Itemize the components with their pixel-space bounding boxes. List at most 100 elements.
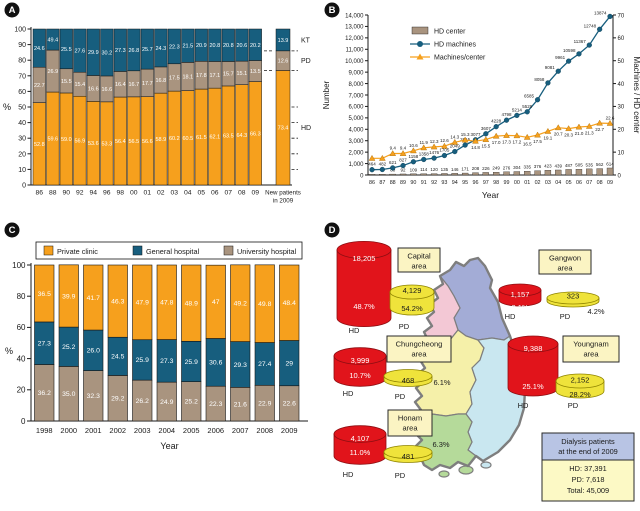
svg-text:17.5: 17.5 xyxy=(169,75,180,81)
svg-text:5,000: 5,000 xyxy=(348,116,364,122)
svg-text:PD: PD xyxy=(568,401,579,410)
svg-text:16.7: 16.7 xyxy=(128,82,139,88)
svg-text:26.8: 26.8 xyxy=(128,48,139,54)
svg-text:29.2: 29.2 xyxy=(111,396,124,403)
svg-text:University hospital: University hospital xyxy=(237,247,297,256)
svg-text:27.3: 27.3 xyxy=(38,341,51,348)
svg-text:02: 02 xyxy=(535,180,541,186)
legend: Private clinic General hospital University… xyxy=(35,241,303,260)
pd-cylinder-chungcheong: 468 6.1% PD xyxy=(383,369,451,401)
svg-text:area: area xyxy=(557,264,573,273)
svg-text:22.7: 22.7 xyxy=(595,127,604,132)
svg-text:15.5: 15.5 xyxy=(61,79,72,85)
svg-text:249: 249 xyxy=(492,166,500,171)
svg-text:04: 04 xyxy=(184,190,192,197)
svg-text:06: 06 xyxy=(576,180,582,186)
svg-text:90: 90 xyxy=(410,180,416,186)
svg-text:9,388: 9,388 xyxy=(524,344,543,353)
svg-text:13,000: 13,000 xyxy=(345,25,364,31)
svg-text:09: 09 xyxy=(607,180,613,186)
svg-text:HD center: HD center xyxy=(434,29,466,36)
svg-text:2007: 2007 xyxy=(232,426,249,435)
svg-text:20.8: 20.8 xyxy=(223,43,234,49)
svg-text:2008: 2008 xyxy=(256,426,273,435)
svg-text:827: 827 xyxy=(399,158,407,163)
svg-text:27.3: 27.3 xyxy=(160,358,173,365)
svg-text:36.2: 36.2 xyxy=(38,390,51,397)
svg-text:9.4: 9.4 xyxy=(390,146,397,151)
svg-text:56.9: 56.9 xyxy=(74,139,85,145)
svg-text:20.3: 20.3 xyxy=(564,133,573,138)
svg-text:03: 03 xyxy=(171,190,179,197)
svg-text:99: 99 xyxy=(504,180,510,186)
svg-text:15.3: 15.3 xyxy=(461,132,470,137)
svg-text:95: 95 xyxy=(462,180,468,186)
svg-text:6.3%: 6.3% xyxy=(432,440,449,449)
svg-text:53.6: 53.6 xyxy=(88,141,99,147)
svg-text:16.4: 16.4 xyxy=(115,82,126,88)
svg-text:15.4: 15.4 xyxy=(74,82,85,88)
svg-text:481: 481 xyxy=(402,452,415,461)
svg-text:Gangwon: Gangwon xyxy=(549,254,581,263)
svg-text:0: 0 xyxy=(618,173,622,179)
svg-text:40: 40 xyxy=(618,82,625,88)
svg-text:146: 146 xyxy=(451,167,459,172)
svg-text:20: 20 xyxy=(618,128,625,134)
svg-text:100: 100 xyxy=(12,261,26,270)
svg-text:135: 135 xyxy=(441,167,449,172)
svg-text:114: 114 xyxy=(420,167,428,172)
hd-cylinder-honam: 4,107 11.0% HD xyxy=(333,425,387,479)
svg-text:5529: 5529 xyxy=(522,104,533,109)
svg-text:16.6: 16.6 xyxy=(88,86,99,92)
pd-cylinder-capital: 4,129 54.2% PD xyxy=(389,284,435,331)
svg-text:2002: 2002 xyxy=(109,426,126,435)
svg-text:1,000: 1,000 xyxy=(348,162,364,168)
legend: HD center HD machines Machines/center xyxy=(410,26,486,62)
svg-text:29.3: 29.3 xyxy=(234,362,247,369)
svg-text:11,000: 11,000 xyxy=(346,48,365,54)
svg-text:08: 08 xyxy=(597,180,603,186)
svg-text:PD: PD xyxy=(301,58,311,65)
svg-text:49.8: 49.8 xyxy=(258,301,271,308)
svg-text:6585: 6585 xyxy=(524,94,535,99)
svg-text:2004: 2004 xyxy=(158,426,175,435)
svg-text:226: 226 xyxy=(482,166,490,171)
svg-text:70: 70 xyxy=(18,73,26,80)
svg-text:7,000: 7,000 xyxy=(348,93,364,99)
svg-text:17.8: 17.8 xyxy=(196,73,207,79)
machines-per-center-line: 9.4 9.410.611.9 12.3 12.614.3 15.314.8 15.517… xyxy=(368,115,615,161)
svg-text:Youngnam: Youngnam xyxy=(573,340,609,349)
svg-text:area: area xyxy=(402,424,418,433)
svg-text:10.6: 10.6 xyxy=(409,143,418,148)
svg-text:area: area xyxy=(411,262,427,271)
svg-text:C: C xyxy=(9,225,16,236)
svg-text:12748: 12748 xyxy=(584,23,597,28)
svg-text:48.4: 48.4 xyxy=(283,300,296,307)
hd-machines-line: 4644826218271158135814761705204926153077… xyxy=(368,10,613,173)
svg-text:87: 87 xyxy=(379,180,385,186)
svg-text:06: 06 xyxy=(211,190,219,197)
svg-text:25.7: 25.7 xyxy=(142,47,153,53)
svg-text:4,107: 4,107 xyxy=(351,434,370,443)
svg-text:21.0: 21.0 xyxy=(575,131,584,136)
svg-text:97: 97 xyxy=(483,180,489,186)
svg-text:10,000: 10,000 xyxy=(345,59,364,65)
svg-text:12.3: 12.3 xyxy=(430,139,439,144)
svg-text:58.9: 58.9 xyxy=(155,137,166,143)
svg-text:94: 94 xyxy=(452,180,458,186)
svg-text:12,000: 12,000 xyxy=(345,36,364,42)
svg-text:PD: PD xyxy=(560,312,571,321)
svg-text:13.9: 13.9 xyxy=(278,38,289,44)
svg-text:15.5: 15.5 xyxy=(481,144,490,149)
svg-text:14.8: 14.8 xyxy=(471,145,480,150)
svg-text:2000: 2000 xyxy=(60,426,77,435)
svg-text:1158: 1158 xyxy=(409,154,419,159)
svg-text:88: 88 xyxy=(390,180,396,186)
svg-text:29.9: 29.9 xyxy=(88,50,99,56)
svg-text:17.7: 17.7 xyxy=(142,81,153,87)
svg-text:59.0: 59.0 xyxy=(61,137,72,143)
svg-text:HD: 37,391: HD: 37,391 xyxy=(569,464,606,473)
svg-text:8058: 8058 xyxy=(534,77,545,82)
